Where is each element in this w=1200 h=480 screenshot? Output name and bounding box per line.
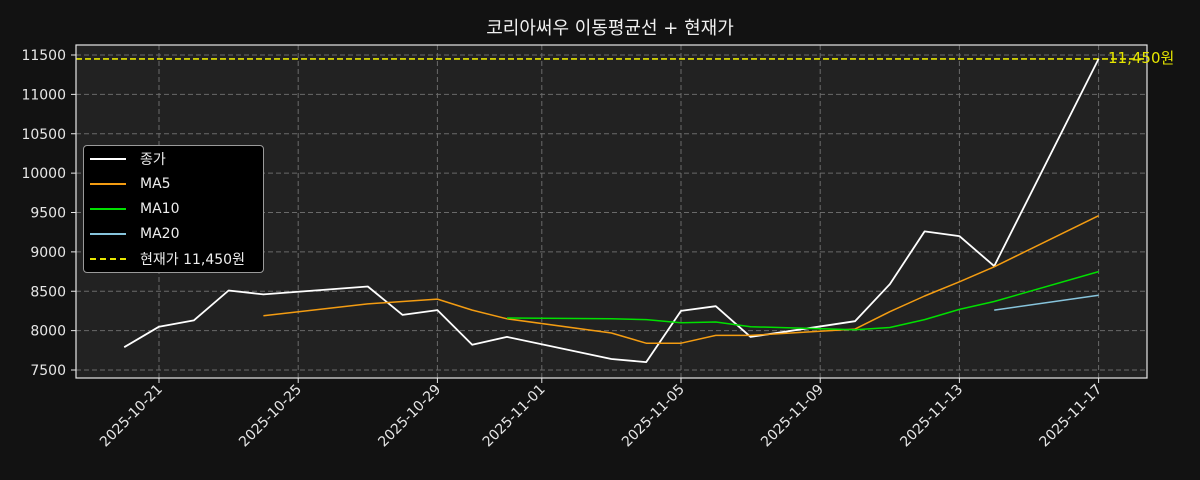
chart-title: 코리아써우 이동평균선 + 현재가 [486,18,734,39]
legend-swatch-ma20 [90,233,126,235]
legend-label: 현재가 11,450원 [140,252,245,268]
legend-item-ma10: MA10 [90,197,179,221]
legend-swatch-close [90,158,126,160]
x-tick-label: 2025-11-01 [480,382,549,451]
y-tick-label: 8500 [30,284,66,300]
current-price-annotation: 11,450원 [1108,49,1175,67]
legend-swatch-current [90,258,126,260]
plot-frame [75,44,1148,379]
chart-legend: 종가 MA5 MA10 MA20 현재가 11,450원 [83,145,264,273]
legend-item-ma5: MA5 [90,172,171,196]
y-tick-label: 8000 [30,324,66,340]
y-tick-label: 9500 [30,206,66,222]
x-tick-label: 2025-10-25 [236,382,305,451]
legend-label: 종가 [140,152,166,168]
y-tick-label: 9000 [30,245,66,261]
ma10-line [506,270,1099,331]
y-tick-label: 11000 [21,87,66,103]
ma5-line [263,215,1099,344]
legend-label: MA20 [140,226,180,242]
close-price-line [123,58,1100,364]
x-tick-label: 2025-11-13 [897,382,966,451]
y-tick-label: 10500 [21,127,66,143]
legend-label: MA10 [140,201,180,217]
ma20-line [994,294,1099,311]
y-tick-label: 11500 [21,48,66,64]
y-tick-label: 7500 [30,363,66,379]
x-tick-label: 2025-11-09 [758,382,827,451]
legend-item-current-price: 현재가 11,450원 [90,247,245,271]
legend-swatch-ma5 [90,183,126,185]
legend-swatch-ma10 [90,208,126,210]
legend-label: MA5 [140,176,171,192]
x-tick-label: 2025-10-29 [375,382,444,451]
x-tick-label: 2025-11-17 [1037,382,1106,451]
x-tick-label: 2025-11-05 [619,382,688,451]
y-tick-label: 10000 [21,166,66,182]
legend-item-ma20: MA20 [90,222,179,246]
x-tick-label: 2025-10-21 [97,382,166,451]
legend-item-close: 종가 [90,147,166,171]
